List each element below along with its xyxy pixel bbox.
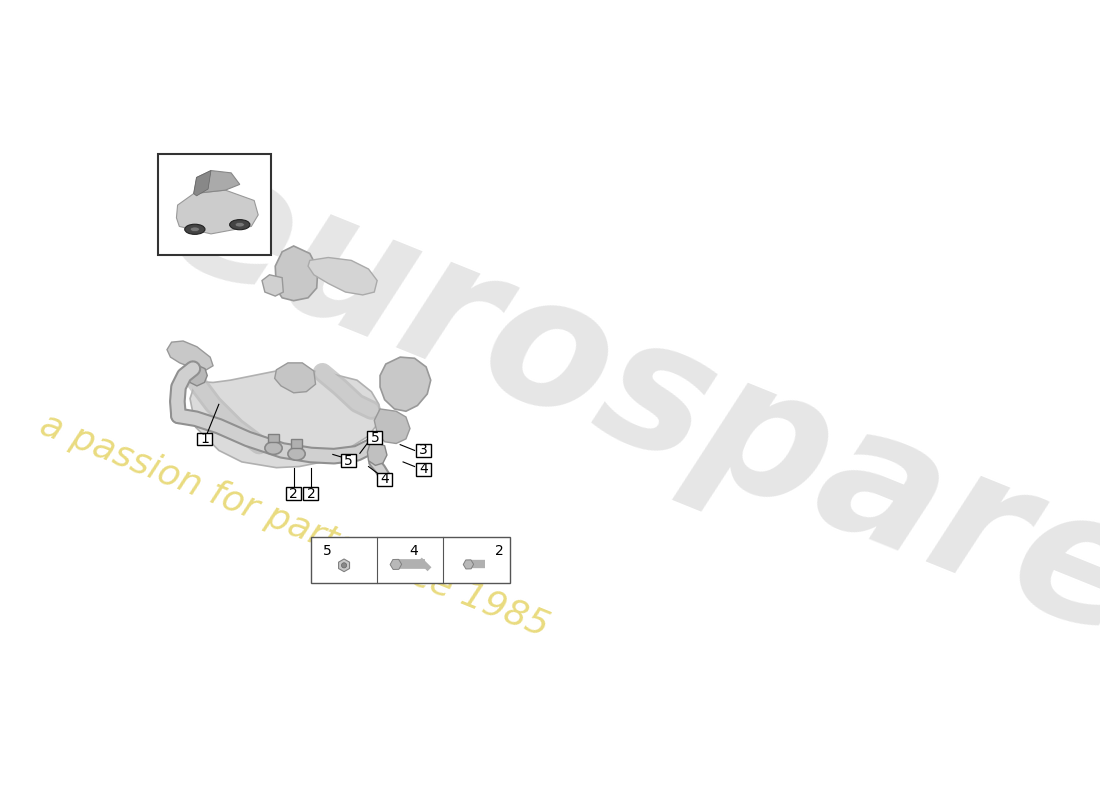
Ellipse shape <box>185 224 205 234</box>
Bar <box>197 433 212 446</box>
Text: 5: 5 <box>322 544 331 558</box>
Polygon shape <box>194 170 240 194</box>
Text: 2: 2 <box>495 544 504 558</box>
Text: 4: 4 <box>419 462 428 477</box>
Polygon shape <box>190 370 380 468</box>
Polygon shape <box>194 170 211 196</box>
Text: 5: 5 <box>344 454 353 468</box>
Text: 3: 3 <box>419 443 428 458</box>
Ellipse shape <box>265 442 283 454</box>
Polygon shape <box>374 409 410 443</box>
Polygon shape <box>167 341 213 371</box>
Ellipse shape <box>230 220 250 230</box>
Polygon shape <box>262 274 284 296</box>
Text: 1: 1 <box>200 432 209 446</box>
Bar <box>341 454 356 467</box>
Bar <box>311 537 509 583</box>
Polygon shape <box>188 366 207 386</box>
Text: 5: 5 <box>371 430 380 445</box>
Bar <box>416 463 431 476</box>
Polygon shape <box>379 357 431 411</box>
Text: 4: 4 <box>381 472 389 486</box>
Polygon shape <box>308 258 377 295</box>
Bar <box>290 439 303 448</box>
Circle shape <box>341 562 346 568</box>
Text: eurospares: eurospares <box>144 126 1100 717</box>
Ellipse shape <box>235 222 244 227</box>
Polygon shape <box>367 442 387 466</box>
Ellipse shape <box>190 227 199 231</box>
Bar <box>377 473 392 486</box>
Bar <box>158 154 271 254</box>
Ellipse shape <box>288 447 305 460</box>
Polygon shape <box>275 363 316 393</box>
Bar <box>367 431 383 444</box>
Polygon shape <box>275 246 318 301</box>
Text: 2: 2 <box>289 486 298 501</box>
Text: 4: 4 <box>409 544 418 558</box>
Text: a passion for parts since 1985: a passion for parts since 1985 <box>34 407 553 643</box>
Text: 2: 2 <box>307 486 316 501</box>
Polygon shape <box>176 190 258 234</box>
Bar <box>304 487 318 500</box>
Bar <box>286 487 301 500</box>
Bar <box>416 444 431 457</box>
Bar <box>267 434 279 442</box>
